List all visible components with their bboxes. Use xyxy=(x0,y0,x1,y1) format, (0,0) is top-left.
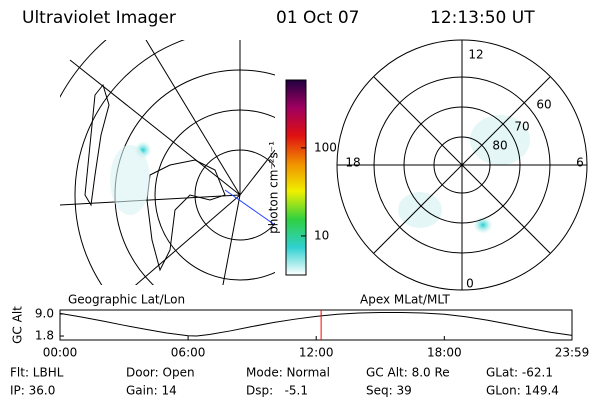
mlt-label: 6 xyxy=(576,156,584,170)
info-field: Flt: LBHL xyxy=(10,366,64,380)
x-tick-label: 00:00 xyxy=(43,346,78,360)
title: Ultraviolet Imager xyxy=(22,8,176,28)
x-tick-label: 12:00 xyxy=(299,346,334,360)
footer: Flt: LBHL IP: 36.0 Door: Open Gain: 14 Mode:… xyxy=(10,366,559,398)
left-panel-label: Geographic Lat/Lon xyxy=(68,293,185,307)
y-tick-label: 9.0 xyxy=(35,306,54,320)
info-field: GLon: 149.4 xyxy=(486,384,559,398)
right-panel-label: Apex MLat/MLT xyxy=(360,293,450,307)
mlt-label: 18 xyxy=(345,156,360,170)
y-tick-label: 1.8 xyxy=(35,329,54,343)
x-tick-label: 06:00 xyxy=(171,346,206,360)
mlat-label: 70 xyxy=(514,120,529,134)
info-field: Seq: 39 xyxy=(366,384,412,398)
geo-map xyxy=(60,40,275,285)
info-field: GLat: -62.1 xyxy=(486,366,553,380)
x-tick-label: 18:00 xyxy=(427,346,462,360)
info-field: Gain: 14 xyxy=(126,384,177,398)
mlt-label: 0 xyxy=(466,277,474,291)
info-field: Door: Open xyxy=(126,366,195,380)
mlat-label: 60 xyxy=(536,98,551,112)
line xyxy=(59,311,573,337)
date: 01 Oct 07 xyxy=(276,8,359,28)
info-field: Dsp: -5.1 xyxy=(246,384,308,398)
mlat-label: 80 xyxy=(492,139,507,153)
y-axis-label: GC Alt xyxy=(11,306,25,344)
colorbar xyxy=(285,79,307,276)
plot-frame xyxy=(59,309,573,341)
colorbar-label: photon cm⁻²s⁻¹ xyxy=(267,141,281,234)
x-tick-label: 23:59 xyxy=(555,346,590,360)
tick-label: 100 xyxy=(314,140,337,154)
mlt-label: 12 xyxy=(468,48,483,62)
time: 12:13:50 UT xyxy=(430,8,535,28)
tick-label: 10 xyxy=(314,228,329,242)
info-field: GC Alt: 8.0 Re xyxy=(366,366,450,380)
polar-map xyxy=(336,39,588,291)
info-field: Mode: Normal xyxy=(246,366,330,380)
info-field: IP: 36.0 xyxy=(10,384,55,398)
